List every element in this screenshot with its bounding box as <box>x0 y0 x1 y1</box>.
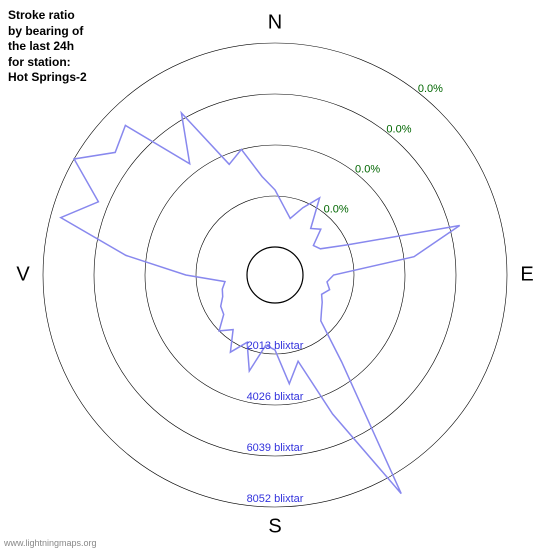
percent-label: 0.0% <box>386 123 411 135</box>
radial-label: 8052 blixtar <box>247 493 304 505</box>
radial-label: 2013 blixtar <box>247 340 304 352</box>
cardinal-N: N <box>268 11 282 33</box>
stroke-ratio-series <box>61 113 460 494</box>
cardinal-V: V <box>16 263 30 285</box>
radial-label: 4026 blixtar <box>247 391 304 403</box>
percent-label: 0.0% <box>355 164 380 176</box>
percent-label: 0.0% <box>418 83 443 95</box>
cardinal-E: E <box>520 263 533 285</box>
cardinal-S: S <box>268 515 281 537</box>
attribution: www.lightningmaps.org <box>4 538 97 548</box>
radial-label: 6039 blixtar <box>247 442 304 454</box>
center-hole <box>247 247 303 303</box>
percent-label: 0.0% <box>324 204 349 216</box>
chart-title: Stroke ratio by bearing of the last 24h … <box>8 8 87 86</box>
